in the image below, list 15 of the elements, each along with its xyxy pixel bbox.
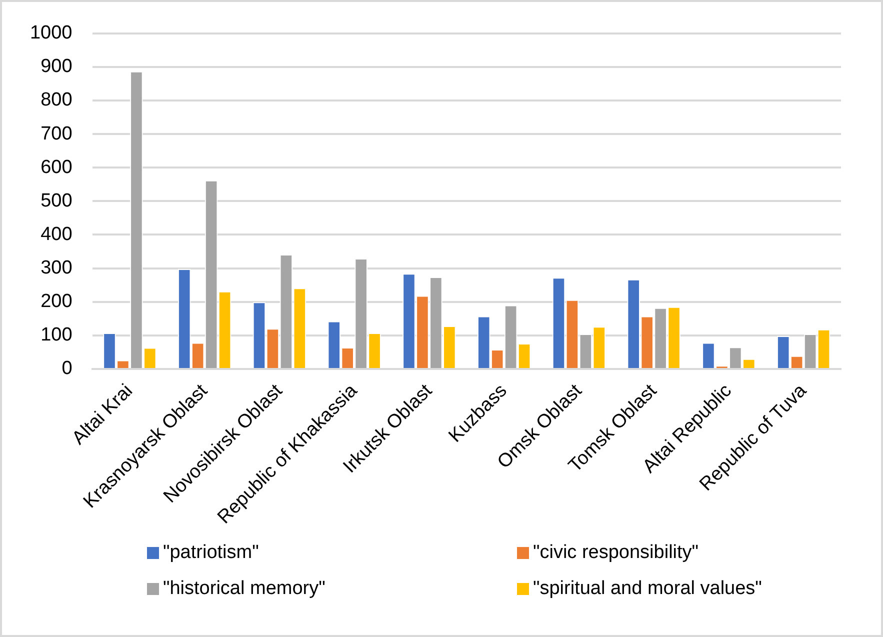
- y-tick-label: 800: [40, 90, 72, 111]
- y-tick-label: 100: [40, 324, 72, 346]
- legend-label: "patriotism": [163, 542, 259, 564]
- y-tick-label: 700: [40, 123, 72, 144]
- y-tick-label: 500: [40, 190, 72, 212]
- y-tick-label: 400: [40, 224, 72, 245]
- y-tick-label: 1000: [30, 22, 72, 44]
- legend-label: "historical memory": [163, 578, 326, 600]
- legend-label: "spiritual and moral values": [533, 578, 762, 600]
- y-tick-label: 0: [62, 358, 72, 380]
- y-tick-label: 300: [40, 258, 72, 279]
- y-tick-label: 200: [40, 291, 72, 312]
- legend-label: "civic responsibility": [533, 542, 699, 564]
- y-tick-label: 600: [40, 156, 72, 178]
- y-tick-label: 900: [40, 56, 72, 78]
